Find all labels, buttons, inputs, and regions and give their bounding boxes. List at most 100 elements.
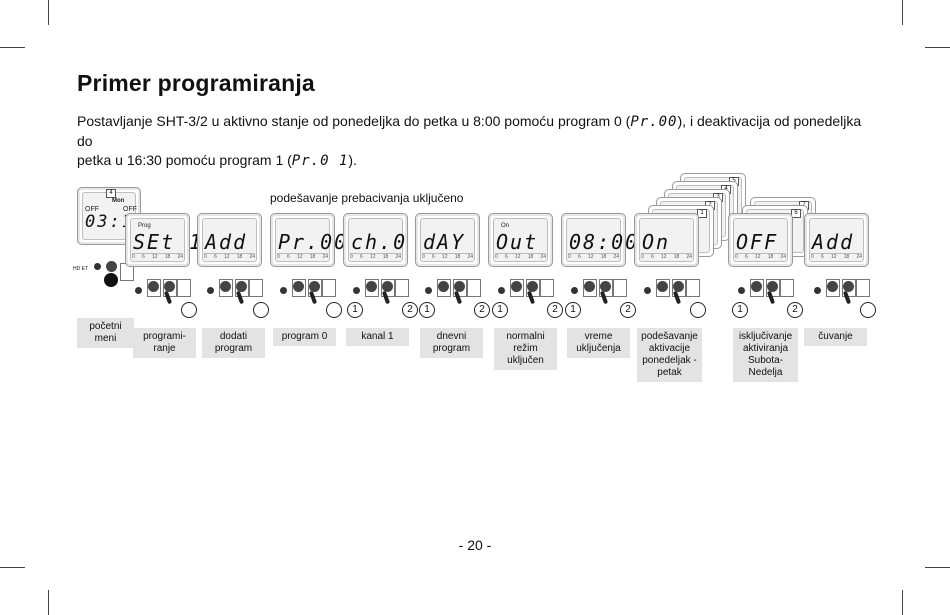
keypad-illustration	[644, 275, 704, 309]
display-text: Add	[812, 230, 855, 254]
scale-tick: 24	[249, 254, 255, 260]
scale-tick: 6	[286, 254, 290, 260]
button-icon	[148, 281, 159, 292]
scale-tick: 12	[369, 254, 376, 260]
keypad-illustration	[571, 275, 631, 309]
scale-tick: 0	[811, 254, 814, 260]
hour-scale: 0 6 12 18 24	[641, 253, 692, 260]
keypad-illustration	[738, 275, 798, 309]
scale-tick: 0	[204, 254, 207, 260]
step-number-circle: 1	[565, 302, 581, 318]
scale-tick: 6	[650, 254, 654, 260]
scale-tick: 0	[495, 254, 498, 260]
step-number-circle: 2	[787, 302, 803, 318]
step-label: programi- ranje	[133, 328, 196, 358]
keypad-illustration	[498, 275, 558, 309]
keypad-illustration	[814, 275, 874, 309]
scale-tick: 0	[422, 254, 425, 260]
led-icon	[425, 287, 432, 294]
page-number: - 20 -	[458, 537, 492, 553]
hour-scale: 0 6 12 18 24	[495, 253, 546, 260]
scale-tick: 18	[382, 254, 389, 260]
display-text: dAY	[423, 230, 466, 254]
led-icon	[814, 287, 821, 294]
hour-scale: 0 6 12 18 24	[735, 253, 786, 260]
led-icon	[353, 287, 360, 294]
press-circle-icon	[690, 302, 706, 318]
off-left-label: OFF	[85, 206, 99, 213]
scale-tick: 18	[236, 254, 243, 260]
button-icon	[527, 281, 538, 292]
scale-tick: 6	[141, 254, 145, 260]
button-icon	[843, 281, 854, 292]
hour-scale: 0 6 12 18 24	[422, 253, 473, 260]
button-icon	[584, 281, 595, 292]
scale-tick: 6	[359, 254, 363, 260]
button-icon	[511, 281, 522, 292]
step-label: normalni režim uključen	[494, 328, 557, 370]
scale-tick: 24	[613, 254, 619, 260]
step-display: ch.0 1 0 6 12 18 24	[343, 213, 433, 267]
hour-scale: 0 6 12 18 24	[132, 253, 183, 260]
scale-tick: 24	[780, 254, 786, 260]
button-icon	[827, 281, 838, 292]
scale-tick: 18	[527, 254, 534, 260]
press-circle-icon	[860, 302, 876, 318]
scale-tick: 12	[223, 254, 230, 260]
step-display: Out On 0 6 12 18 24	[488, 213, 553, 267]
button-icon	[454, 281, 465, 292]
hour-scale: 0 6 12 18 24	[204, 253, 255, 260]
button-icon	[366, 281, 377, 292]
scale-tick: 0	[132, 254, 135, 260]
hour-scale: 0 6 12 18 24	[568, 253, 619, 260]
scale-tick: 12	[587, 254, 594, 260]
program-1-display-text: Pr.0 1	[291, 153, 349, 169]
display-text: SEt 1	[133, 230, 204, 254]
step-display: OFF 0 6 12 18 24	[728, 213, 793, 267]
scale-tick: 12	[151, 254, 158, 260]
display-text: Pr.00	[278, 230, 349, 254]
hour-scale: 0 6 12 18 24	[811, 253, 862, 260]
button-icon	[438, 281, 449, 292]
button-icon	[600, 281, 611, 292]
step-number-circle: 2	[547, 302, 563, 318]
led-icon	[738, 287, 745, 294]
scale-tick: 6	[213, 254, 217, 260]
scale-tick: 24	[322, 254, 328, 260]
program-0-display-text: Pr.00	[630, 114, 678, 130]
button-icon	[309, 281, 320, 292]
scale-tick: 12	[830, 254, 837, 260]
press-circle-icon	[181, 302, 197, 318]
step-display: SEt 1 Prog 0 6 12 18 24	[125, 213, 201, 267]
display-text: OFF	[736, 230, 779, 254]
model-label: HD ET	[73, 266, 88, 272]
scale-tick: 6	[820, 254, 824, 260]
led-icon	[135, 287, 142, 294]
display-text: Add	[205, 230, 248, 254]
day-label: Mon	[112, 198, 125, 204]
step-display: On 0 6 12 18 24	[634, 213, 699, 267]
step-label: dnevni program	[420, 328, 483, 358]
step-number-circle: 2	[474, 302, 490, 318]
press-circle-icon	[253, 302, 269, 318]
scale-tick: 24	[177, 254, 183, 260]
button-icon	[673, 281, 684, 292]
step-label: kanal 1	[346, 328, 409, 346]
keypad-illustration	[425, 275, 485, 309]
step-number-circle: 1	[419, 302, 435, 318]
scale-tick: 12	[296, 254, 303, 260]
button-icon	[293, 281, 304, 292]
scale-tick: 18	[164, 254, 171, 260]
scale-tick: 24	[467, 254, 473, 260]
led-icon	[498, 287, 505, 294]
scale-tick: 0	[641, 254, 644, 260]
button-icon	[657, 281, 668, 292]
off-right-label: OFF	[123, 206, 137, 213]
keypad-illustration	[280, 275, 340, 309]
step-label: čuvanje	[804, 328, 867, 346]
step-label: podešavanje aktivacije ponedeljak - peta…	[637, 328, 702, 382]
keypad-illustration	[135, 275, 195, 309]
scale-tick: 0	[350, 254, 353, 260]
step-number-circle: 1	[492, 302, 508, 318]
led-icon	[280, 287, 287, 294]
